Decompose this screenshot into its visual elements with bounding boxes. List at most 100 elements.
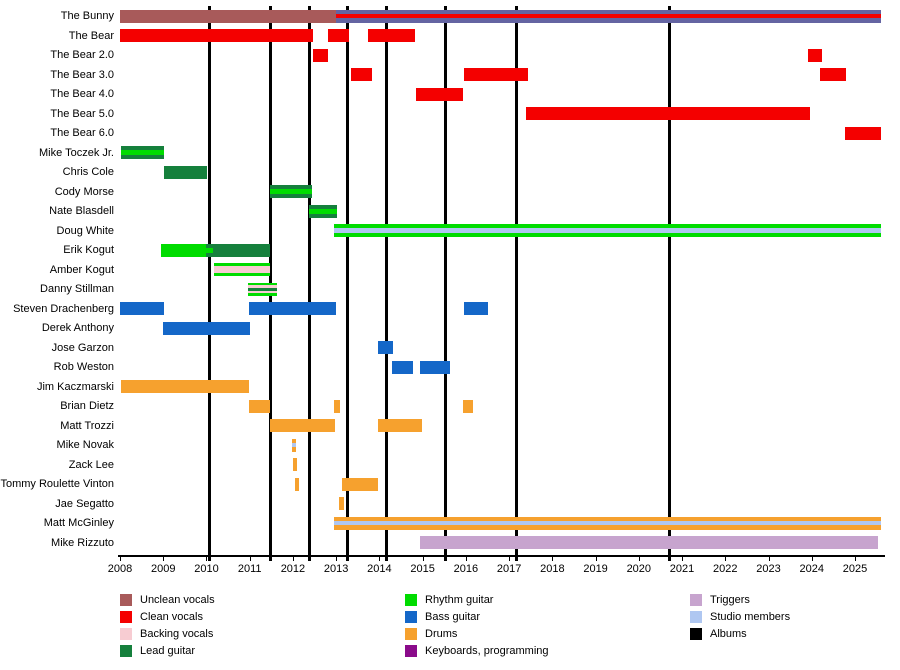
role-stripe-rhythm	[161, 243, 207, 257]
member-row-label: Zack Lee	[68, 458, 114, 471]
role-stripe-drums	[292, 438, 296, 443]
role-stripe-lead	[308, 213, 338, 218]
role-stripe-rhythm	[270, 189, 312, 194]
role-stripe-lead	[270, 185, 312, 189]
timeline-bar	[164, 165, 207, 179]
legend-item: Triggers	[690, 593, 900, 610]
year-tick-label: 2011	[237, 563, 262, 575]
timeline-bar	[420, 536, 878, 549]
timeline-bar	[464, 302, 488, 315]
role-stripe-drums	[338, 497, 344, 510]
year-tick	[120, 556, 121, 561]
timeline-bar	[334, 399, 341, 413]
role-stripe-drums	[341, 477, 379, 491]
album-release-line	[515, 6, 519, 561]
role-stripe-clean	[525, 107, 811, 120]
timeline-bar	[378, 419, 422, 432]
role-stripe-clean	[819, 68, 846, 81]
role-stripe-unclean	[120, 9, 337, 23]
timeline-bar	[819, 68, 846, 81]
role-stripe-studio	[292, 442, 296, 447]
role-stripe-rhythm	[213, 273, 271, 276]
timeline-bar	[368, 29, 415, 42]
member-row-label: Mike Novak	[56, 439, 114, 451]
legend-swatch-drums	[405, 628, 417, 640]
member-row-label: Mike Toczek Jr.	[39, 146, 114, 159]
member-row-label: The Bear 4.0	[50, 88, 114, 100]
timeline-bar	[120, 380, 249, 393]
role-stripe-lead	[120, 155, 165, 159]
legend-swatch-studio	[690, 611, 702, 623]
legend-label: Clean vocals	[140, 611, 203, 623]
timeline-bar	[247, 282, 277, 296]
legend-swatch-backing	[120, 628, 132, 640]
year-tick	[336, 556, 338, 561]
member-row-label: Jose Garzon	[51, 341, 114, 354]
year-tick-label: 2018	[540, 563, 565, 575]
member-row-label: The Bear 6.0	[50, 127, 114, 139]
year-tick-label: 2019	[583, 563, 608, 575]
role-stripe-clean	[120, 29, 313, 42]
role-stripe-bass	[162, 321, 251, 335]
timeline-bar	[420, 360, 451, 374]
timeline-bar	[206, 247, 213, 253]
role-stripe-lead	[164, 165, 207, 179]
role-stripe-clean	[464, 68, 529, 81]
legend-item: Lead guitar	[120, 644, 380, 661]
role-stripe-rhythm	[334, 233, 881, 237]
legend-label: Studio members	[710, 611, 791, 623]
legend-item: Bass guitar	[405, 610, 665, 627]
timeline-bar	[120, 146, 165, 159]
member-row-label: Nate Blasdell	[49, 205, 114, 217]
year-tick	[465, 556, 467, 561]
role-stripe-rhythm	[213, 263, 271, 266]
role-stripe-bass	[248, 302, 337, 315]
year-tick-label: 2024	[799, 563, 824, 575]
member-row-label: Amber Kogut	[49, 263, 114, 276]
year-tick	[163, 556, 165, 561]
legend-item: Clean vocals	[120, 610, 380, 627]
role-stripe-drums	[378, 419, 422, 432]
member-row-label: Steven Drachenberg	[13, 302, 114, 315]
year-tick-label: 2025	[842, 563, 868, 575]
role-stripe-lead	[270, 194, 312, 198]
timeline-bar	[213, 263, 271, 276]
role-stripe-bass	[392, 360, 414, 374]
role-stripe-drums	[292, 458, 297, 471]
year-tick	[638, 556, 640, 561]
member-row-label: Derek Anthony	[41, 322, 114, 334]
legend-swatch-albums	[690, 628, 702, 640]
role-stripe-backing	[213, 266, 271, 273]
timeline-bar	[327, 29, 350, 42]
role-stripe-drums	[120, 380, 249, 393]
role-stripe-drums	[295, 477, 299, 491]
legend-label: Keyboards, programming	[425, 645, 549, 657]
year-tick-label: 2020	[626, 563, 652, 575]
timeline-bar	[292, 458, 297, 471]
legend-label: Backing vocals	[140, 628, 214, 640]
year-tick-label: 2022	[713, 563, 738, 575]
legend-swatch-clean	[120, 611, 132, 623]
year-tick	[854, 556, 856, 561]
timeline-bar	[120, 29, 313, 42]
role-stripe-drums	[462, 399, 473, 413]
timeline-bar	[845, 126, 881, 140]
member-row-label: The Bear 5.0	[50, 107, 114, 120]
timeline-bar	[807, 48, 822, 62]
timeline-bar	[338, 497, 344, 510]
timeline-bar	[350, 68, 373, 81]
year-tick-label: 2015	[410, 563, 435, 575]
role-stripe-rhythm	[247, 282, 277, 285]
album-release-line	[443, 6, 447, 561]
album-release-line	[346, 6, 350, 561]
year-tick	[725, 556, 727, 561]
role-stripe-clean	[807, 48, 822, 62]
legend-item: Albums	[690, 627, 900, 644]
member-row-label: Doug White	[56, 224, 114, 237]
timeline-bar	[206, 243, 271, 257]
role-stripe-bass	[420, 360, 451, 374]
role-stripe-lead	[308, 204, 338, 209]
album-release-line	[308, 6, 312, 561]
legend-item: Unclean vocals	[120, 593, 380, 610]
role-stripe-bass	[464, 302, 488, 315]
